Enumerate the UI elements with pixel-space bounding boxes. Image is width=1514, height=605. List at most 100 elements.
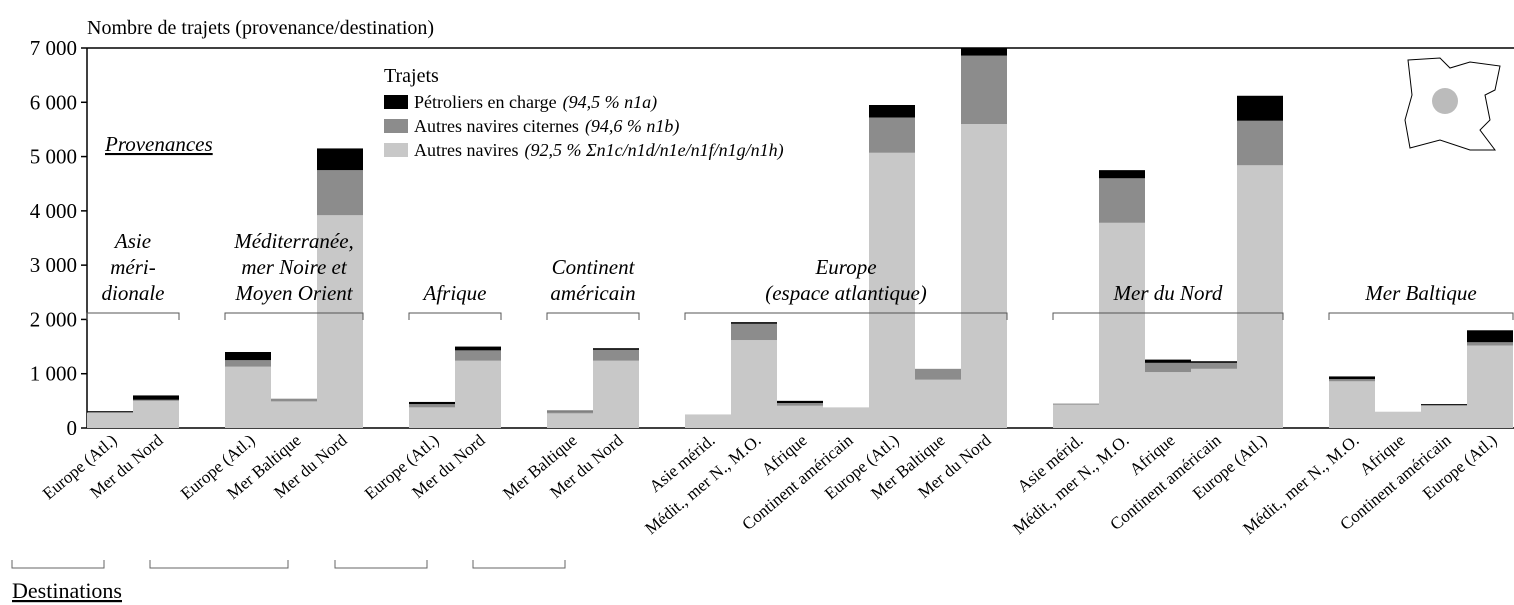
bar-segment — [547, 413, 593, 428]
legend-entry: Autres navires (92,5 % Σn1c/n1d/n1e/n1f/n… — [414, 140, 784, 161]
bar-segment — [1099, 178, 1145, 223]
bar-segment — [1467, 330, 1513, 343]
legend-note: (92,5 % Σn1c/n1d/n1e/n1f/n1g/n1h) — [524, 140, 783, 161]
y-axis-label: Nombre de trajets (provenance/destinatio… — [87, 17, 434, 39]
bar-segment — [1329, 379, 1375, 382]
bar-segment — [1099, 222, 1145, 428]
group-label: Moyen Orient — [234, 281, 353, 305]
bar-segment — [1191, 362, 1237, 369]
bar-segment — [961, 48, 1007, 56]
legend-swatch — [384, 95, 408, 109]
group-label: Afrique — [422, 281, 487, 305]
group-bracket — [408, 312, 502, 320]
group-label: américain — [550, 281, 635, 305]
y-tick-label: 1 000 — [30, 362, 77, 386]
group-label: Mer Baltique — [1364, 281, 1476, 305]
legend-name: Autres navires — [414, 140, 518, 160]
bar-segment — [1053, 404, 1099, 428]
bar-segment — [133, 395, 179, 400]
legend-note: (94,6 % n1b) — [585, 116, 679, 137]
bar-segment — [961, 124, 1007, 428]
bar-segment — [1145, 372, 1191, 428]
group-label: Méditerranée, — [233, 229, 354, 253]
bar-segment — [1329, 376, 1375, 380]
bar-segment — [409, 401, 455, 405]
bar-segment — [593, 349, 639, 361]
bar-segment — [1421, 405, 1467, 406]
provenance-label: Provenances — [104, 132, 213, 156]
bar-segment — [823, 407, 869, 428]
legend-name: Autres navires citernes — [414, 116, 579, 136]
bar-segment — [961, 55, 1007, 124]
bar-segment — [1467, 342, 1513, 346]
y-tick-label: 7 000 — [30, 36, 77, 60]
bar-segment — [869, 117, 915, 153]
bar-segment — [1099, 170, 1145, 179]
bar-segment — [133, 399, 179, 401]
bar-segment — [455, 346, 501, 351]
bar-segment — [731, 323, 777, 341]
y-tick-label: 4 000 — [30, 199, 77, 223]
bar-segment — [271, 398, 317, 402]
legend-swatch — [384, 143, 408, 157]
bar-segment — [317, 170, 363, 216]
bar-segment — [1467, 345, 1513, 428]
y-tick-label: 5 000 — [30, 145, 77, 169]
legend-entry: Pétroliers en charge (94,5 % n1a) — [414, 92, 657, 113]
bar-segment — [1191, 361, 1237, 363]
bar-segment — [409, 407, 455, 428]
destination-label: Destinations — [12, 578, 122, 603]
bar-segment — [1421, 404, 1467, 406]
legend-note: (94,5 % n1a) — [563, 92, 657, 113]
group-label: mer Noire et — [241, 255, 348, 279]
bar-segment — [225, 352, 271, 361]
legend-name: Pétroliers en charge — [414, 92, 557, 112]
bar-segment — [1237, 120, 1283, 166]
bar-segment — [409, 404, 455, 408]
bar-segment — [1053, 403, 1099, 405]
bar-segment — [225, 366, 271, 428]
bar-segment — [915, 368, 961, 380]
bar-segment — [87, 411, 133, 413]
bar-segment — [915, 379, 961, 428]
bar-segment — [869, 105, 915, 118]
bar-segment — [777, 403, 823, 406]
group-label: dionale — [102, 281, 165, 305]
legend-swatch — [384, 119, 408, 133]
group-label: Mer du Nord — [1113, 281, 1223, 305]
bar-segment — [133, 400, 179, 428]
bar-segment — [731, 340, 777, 428]
bar-segment — [777, 405, 823, 428]
bar-segment — [1191, 368, 1237, 428]
bar-segment — [547, 411, 593, 414]
bar-segment — [317, 215, 363, 428]
bar-segment — [593, 360, 639, 428]
bar-segment — [685, 414, 731, 428]
group-bracket — [684, 312, 1008, 320]
legend-title: Trajets — [384, 65, 439, 87]
bar-segment — [1237, 95, 1283, 121]
bar-segment — [777, 400, 823, 404]
bar-segment — [317, 148, 363, 171]
group-label: Europe — [814, 255, 876, 279]
inset-map — [1404, 57, 1501, 151]
y-tick-label: 0 — [67, 416, 78, 440]
group-label: méri- — [110, 255, 156, 279]
y-tick-label: 3 000 — [30, 253, 77, 277]
bar-segment — [547, 410, 593, 412]
group-bracket — [224, 312, 364, 320]
group-bracket — [546, 312, 640, 320]
y-tick-label: 6 000 — [30, 90, 77, 114]
bar-segment — [455, 350, 501, 361]
bar-segment — [869, 152, 915, 428]
bar-segment — [731, 322, 777, 324]
bar-segment — [1145, 359, 1191, 363]
destination-brackets — [11, 560, 566, 569]
bar-segment — [225, 360, 271, 367]
bar-segment — [1145, 362, 1191, 373]
bar-segment — [1421, 405, 1467, 428]
bar-segment — [87, 412, 133, 428]
bar-segment — [1237, 165, 1283, 428]
bar-segment — [593, 348, 639, 350]
